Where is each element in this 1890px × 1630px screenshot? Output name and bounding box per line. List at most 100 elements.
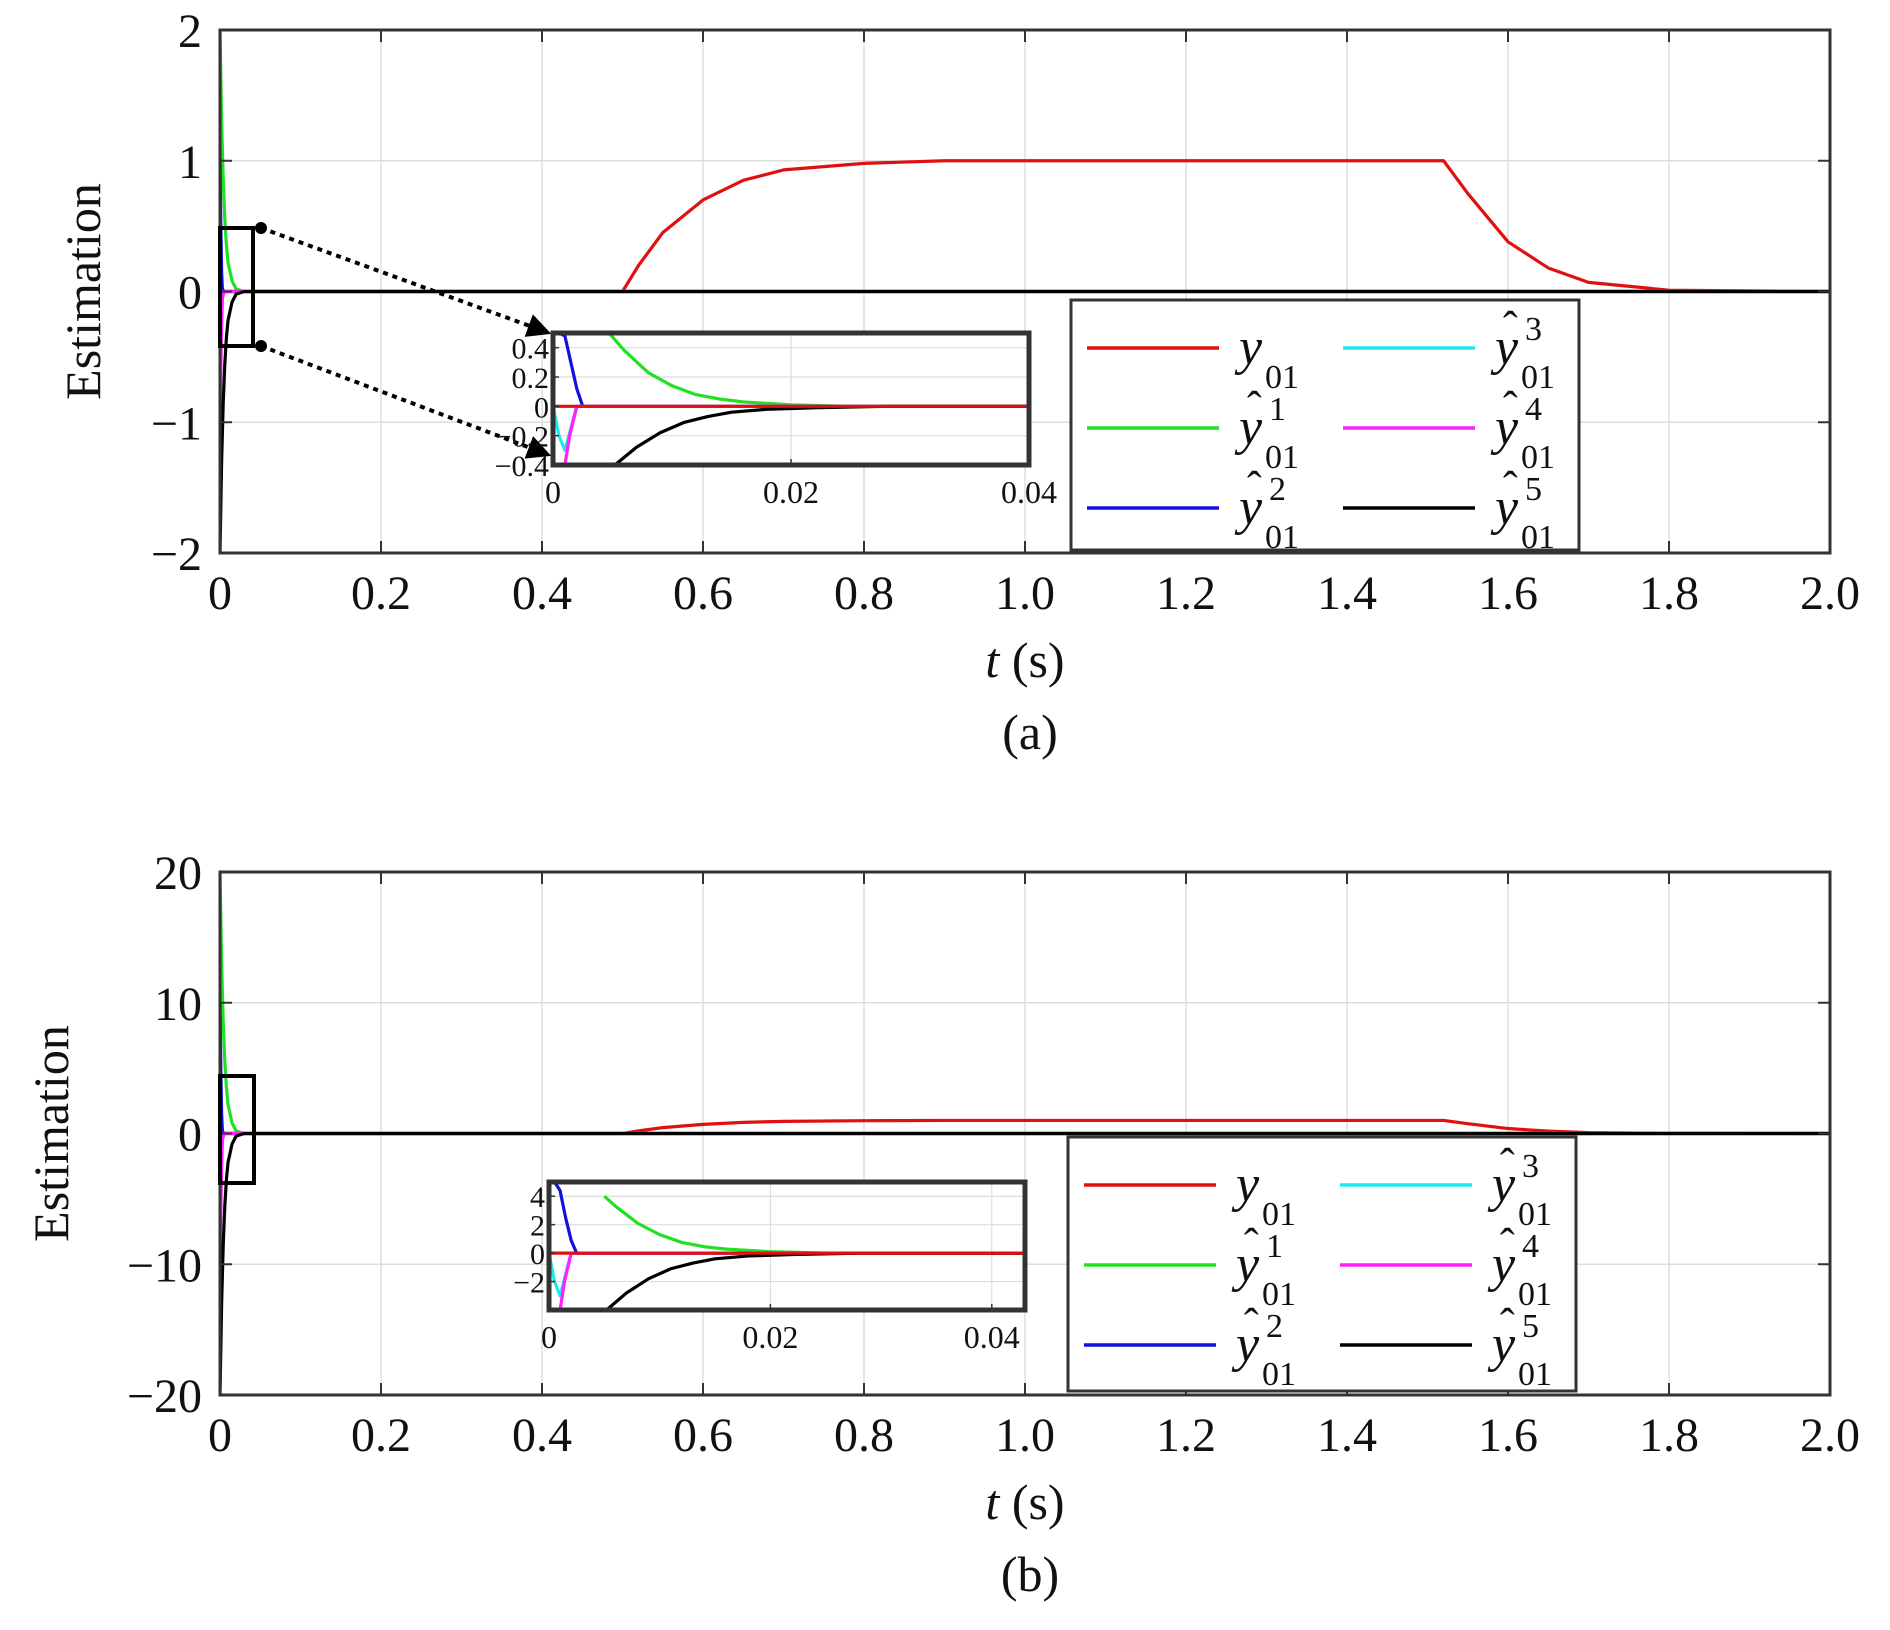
legend-label-yhat1: yˆ 1 01: [1231, 1220, 1296, 1313]
legend-label-yhat5: yˆ 5 01: [1487, 1300, 1552, 1393]
legend-label-base: y: [1234, 319, 1263, 376]
x-tick-label: 1.6: [1478, 1409, 1538, 1462]
inset-y-tick-label: 4: [530, 1181, 545, 1214]
legend-label-sub: 01: [1518, 1356, 1552, 1393]
x-tick-label: 1.8: [1639, 1409, 1699, 1462]
x-tick-label: 0: [208, 567, 232, 620]
x-tick-label: 1.2: [1156, 1409, 1216, 1462]
inset-y-tick-label: 2: [530, 1210, 545, 1243]
main-series-yhat5: [220, 1131, 1830, 1395]
x-axis-label-var: t: [985, 632, 1000, 688]
inset-x-tick-label: 0.04: [1001, 474, 1057, 510]
zoom-arrow-top: [260, 226, 552, 337]
legend-label-sup: 5: [1522, 1308, 1539, 1345]
legend-label-base: y: [1234, 479, 1263, 536]
x-tick-label: 2.0: [1800, 567, 1860, 620]
zoom-arrow-bottom: [260, 344, 552, 459]
x-tick-label: 0.6: [673, 567, 733, 620]
legend-label-base: y: [1487, 1236, 1516, 1293]
x-tick-label: 0.6: [673, 1409, 733, 1462]
inset-y-tick-label: 0.4: [512, 333, 550, 366]
legend-label-yhat2: yˆ 2 01: [1231, 1300, 1296, 1393]
hat-accent: ˆ: [1500, 1140, 1515, 1189]
panel-caption: (a): [1002, 704, 1058, 760]
zoom-box: [218, 1074, 256, 1185]
inset-y-tick-label: 0: [534, 391, 549, 424]
legend-label-sub: 01: [1518, 1276, 1552, 1313]
legend-label-yhat3: yˆ 3 01: [1490, 303, 1555, 396]
legend-label-y01: y01: [1231, 1156, 1296, 1233]
inset-axes-box: [546, 1179, 1028, 1313]
x-tick-label: 0.4: [512, 1409, 572, 1462]
inset-series-group: [553, 333, 1029, 465]
hat-accent: ˆ: [1503, 383, 1518, 432]
y-tick-label: 0: [178, 267, 202, 320]
inset-x-tick-label: 0.02: [763, 474, 819, 510]
legend-label-sup: 2: [1269, 471, 1286, 508]
y-tick-label: 0: [178, 1109, 202, 1162]
y-axis-label: Estimation: [23, 1025, 79, 1242]
x-tick-label: 1.4: [1317, 567, 1377, 620]
legend-label-base: y: [1231, 1236, 1260, 1293]
hat-accent: ˆ: [1500, 1220, 1515, 1269]
legend-label-y01: y01: [1234, 319, 1299, 396]
legend-label-sup: 3: [1522, 1148, 1539, 1185]
y-axis-label: Estimation: [55, 183, 111, 400]
hat-accent: ˆ: [1247, 383, 1262, 432]
x-axis-label-var: t: [985, 1474, 1000, 1530]
inset-background: [549, 1182, 1025, 1310]
legend-label-sup: 4: [1522, 1228, 1539, 1265]
x-tick-label: 0.4: [512, 567, 572, 620]
inset-y-tick-label: −2: [513, 1267, 545, 1300]
legend-label-base: y: [1231, 1156, 1260, 1213]
x-tick-label: 0.8: [834, 567, 894, 620]
hat-accent: ˆ: [1503, 303, 1518, 352]
legend-label-sub: 01: [1262, 1196, 1296, 1233]
panel-caption: (b): [1001, 1546, 1059, 1602]
legend-label-sup: 3: [1525, 311, 1542, 348]
hat-accent: ˆ: [1247, 463, 1262, 512]
legend-label-sub: 01: [1521, 359, 1555, 396]
legend-label-sub: 01: [1265, 439, 1299, 476]
y-tick-label: 2: [178, 5, 202, 58]
hat-accent: ˆ: [1244, 1220, 1259, 1269]
legend-label-yhat2: yˆ 2 01: [1234, 463, 1299, 556]
hat-accent: ˆ: [1244, 1300, 1259, 1349]
legend-label-base: y: [1234, 399, 1263, 456]
legend-label-base: y: [1487, 1156, 1516, 1213]
inset-x-tick-label: 0.02: [742, 1319, 798, 1355]
x-axis-label-unit: (s): [999, 632, 1064, 688]
y-tick-label: −2: [151, 528, 202, 581]
inset-plot: 0 0.02 0.04−0.4−0.200.20.4: [495, 330, 1057, 510]
inset-x-tick-label: 0: [541, 1319, 557, 1355]
main-series-yhat5: [220, 289, 1830, 553]
legend-label-base: y: [1490, 479, 1519, 536]
x-tick-label: 0: [208, 1409, 232, 1462]
hat-accent: ˆ: [1503, 463, 1518, 512]
inset-x-tick-label: 0.04: [964, 1319, 1020, 1355]
legend-label-sub: 01: [1262, 1356, 1296, 1393]
legend-label-sup: 2: [1266, 1308, 1283, 1345]
legend-label-yhat5: yˆ 5 01: [1490, 463, 1555, 556]
x-axis-label: t (s): [985, 1474, 1064, 1530]
legend-label-sub: 01: [1265, 359, 1299, 396]
panel-a: 0 0.2 0.4 0.6 0.8 1.0 1.2 1.4 1.6 1.8 2.0−2−1012t …: [55, 5, 1860, 760]
x-tick-label: 1.0: [995, 567, 1055, 620]
legend-label-yhat4: yˆ 4 01: [1490, 383, 1555, 476]
y-tick-label: 1: [178, 136, 202, 189]
y-tick-label: −20: [127, 1370, 202, 1423]
hat-accent: ˆ: [1500, 1300, 1515, 1349]
legend-label-yhat1: yˆ 1 01: [1234, 383, 1299, 476]
x-axis-label: t (s): [985, 632, 1064, 688]
x-tick-label: 0.2: [351, 567, 411, 620]
x-tick-label: 0.2: [351, 1409, 411, 1462]
legend-label-yhat4: yˆ 4 01: [1487, 1220, 1552, 1313]
zoom-box: [218, 226, 255, 348]
x-tick-label: 1.0: [995, 1409, 1055, 1462]
inset-y-tick-label: −0.4: [495, 450, 549, 483]
y-tick-label: −10: [127, 1239, 202, 1292]
